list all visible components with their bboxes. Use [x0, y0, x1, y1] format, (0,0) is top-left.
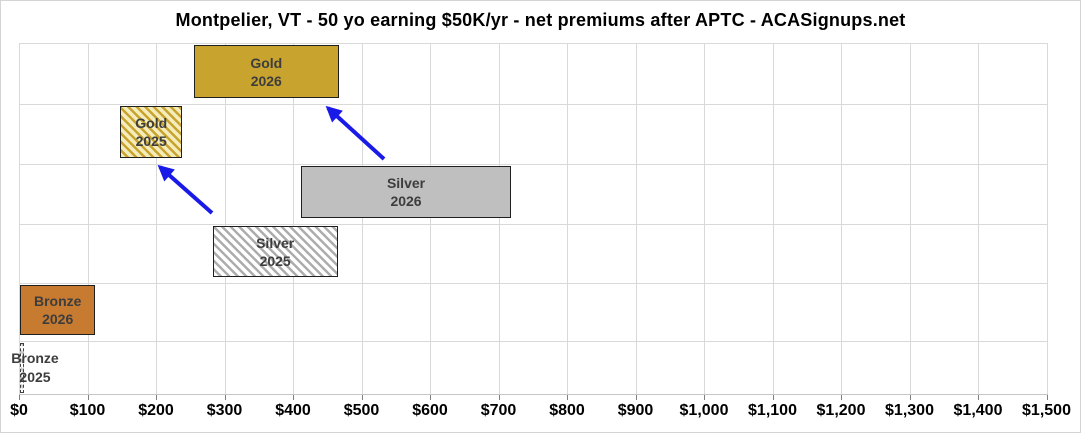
x-axis-tick [635, 394, 637, 400]
gridline-horizontal [19, 224, 1048, 225]
gridline-horizontal [19, 164, 1048, 165]
gridline-horizontal [19, 104, 1048, 105]
gridline-vertical [978, 43, 979, 394]
x-axis-label: $300 [206, 402, 243, 419]
x-axis-tick [1046, 394, 1048, 400]
bar-bronze-2026: Bronze 2026 [20, 285, 96, 335]
gridline-horizontal [19, 283, 1048, 284]
x-axis-label: $0 [10, 402, 28, 419]
gridline-horizontal [19, 43, 1048, 44]
gridline-vertical [430, 43, 431, 394]
arrow-silver-2026-to-gold-2026 [325, 105, 386, 161]
bar-bronze-2025 [19, 343, 24, 393]
bar-label-bronze-2026: Bronze 2026 [33, 293, 82, 327]
x-axis-label: $1,100 [748, 402, 797, 419]
x-axis-tick [704, 394, 705, 400]
x-axis-label: $1,400 [953, 402, 1003, 419]
gridline-vertical [909, 43, 911, 394]
x-axis-label: $400 [275, 402, 311, 419]
bar-label-silver-2026: Silver 2026 [386, 175, 426, 209]
x-axis-label: $900 [617, 402, 654, 419]
x-axis-tick [978, 394, 979, 400]
x-axis-tick [772, 394, 774, 400]
bar-gold-2025: Gold 2025 [120, 106, 183, 158]
x-axis-tick [498, 394, 500, 400]
x-axis-label: $700 [480, 402, 517, 419]
bar-label-silver-2025: Silver 2025 [256, 234, 295, 269]
gridline-vertical [19, 43, 20, 394]
gridline-vertical [293, 43, 294, 394]
x-axis-tick [567, 394, 568, 400]
gridline-vertical [87, 43, 89, 394]
gridline-vertical [704, 43, 705, 394]
x-axis-tick [361, 394, 363, 400]
gridline-vertical [156, 43, 157, 394]
bar-label-bronze-2025: Bronze 2025 [11, 350, 59, 385]
chart-title: Montpelier, VT - 50 yo earning $50K/yr -… [175, 10, 906, 30]
x-axis-label: $1,300 [885, 402, 934, 419]
x-axis-tick [841, 394, 842, 400]
arrow-silver-2025-to-gold-2025 [157, 164, 214, 215]
bar-label-gold-2025: Gold 2025 [135, 115, 168, 149]
x-axis-label: $1,000 [679, 402, 729, 419]
bar-label-gold-2026: Gold 2026 [250, 54, 283, 89]
x-axis-label: $1,200 [816, 402, 866, 419]
gridline-horizontal [19, 341, 1048, 342]
gridline-vertical [224, 43, 226, 394]
x-axis-label: $800 [549, 402, 585, 419]
gridline-vertical [498, 43, 500, 394]
x-axis-tick [87, 394, 89, 400]
x-axis-tick [293, 394, 294, 400]
gridline-vertical [772, 43, 774, 394]
x-axis-tick [909, 394, 911, 400]
x-axis-label: $100 [69, 402, 106, 419]
x-axis-tick [430, 394, 431, 400]
bar-gold-2026: Gold 2026 [193, 45, 339, 98]
x-axis-tick [156, 394, 157, 400]
x-axis-tick [224, 394, 226, 400]
bar-silver-2026: Silver 2026 [301, 166, 511, 218]
x-axis-label: $500 [343, 402, 380, 419]
bar-silver-2025: Silver 2025 [212, 226, 338, 277]
x-axis-label: $200 [138, 402, 174, 419]
gridline-vertical [567, 43, 568, 394]
gridline-vertical [361, 43, 363, 394]
gridline-vertical [1046, 43, 1048, 394]
x-axis-label: $1,500 [1022, 402, 1071, 419]
x-axis-tick [19, 394, 20, 400]
x-axis-label: $600 [412, 402, 448, 419]
x-axis-line [19, 394, 1048, 395]
gridline-vertical [841, 43, 842, 394]
gridline-vertical [635, 43, 637, 394]
